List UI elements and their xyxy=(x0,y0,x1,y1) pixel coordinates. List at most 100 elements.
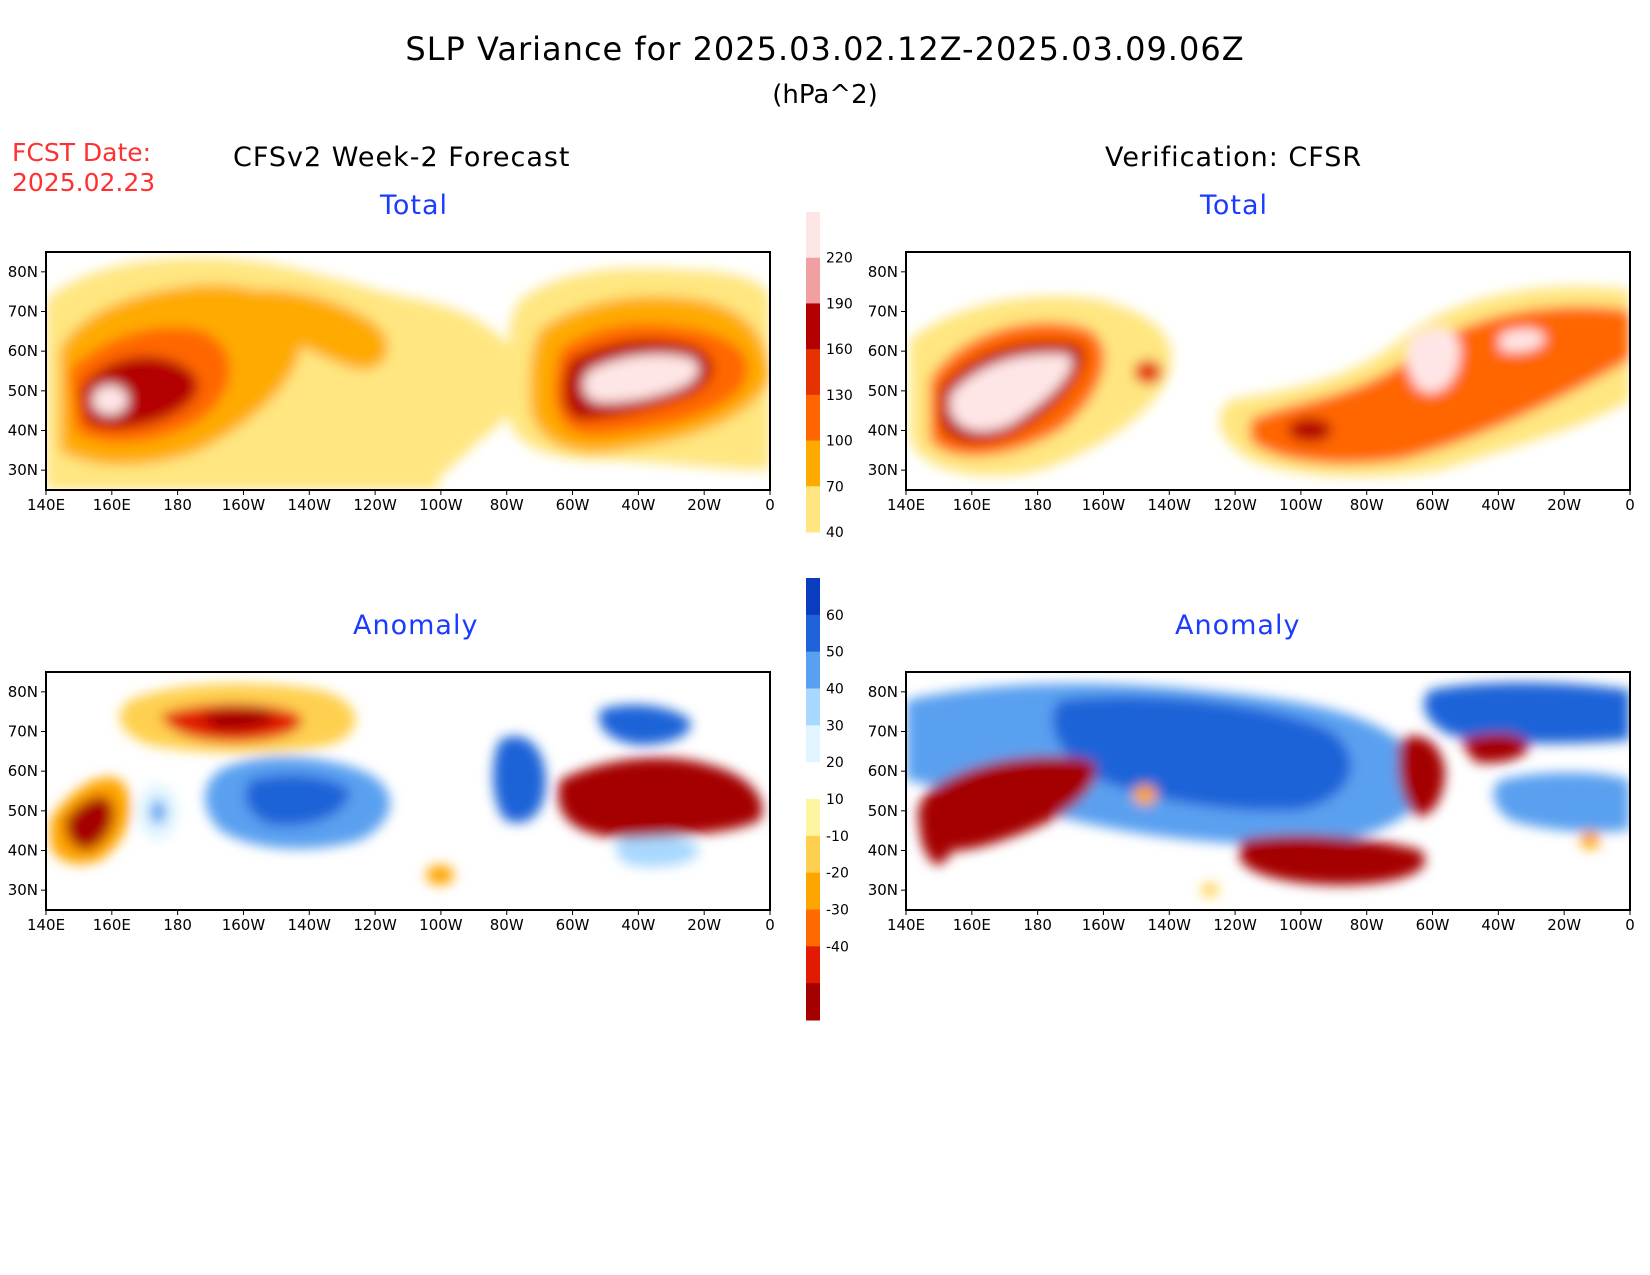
axis-layer: 140E 160E 180 160W 140W 120W 100W 80W 60W 40W 20W 0… xyxy=(8,263,1635,934)
total-colorbar-swatch xyxy=(806,349,820,396)
forecast-total-lon-label: 180 xyxy=(163,496,192,514)
verification-total-lat-label: 40N xyxy=(868,422,898,440)
anomaly-colorbar-level-label: -10 xyxy=(826,829,849,845)
anomaly-colorbar-swatch xyxy=(806,946,820,984)
forecast-total-lon-label: 120W xyxy=(353,496,397,514)
verification-total-lon-label: 140E xyxy=(887,496,925,514)
total-colorbar-level-label: 130 xyxy=(826,388,853,404)
anomaly-colorbar-level-label: 20 xyxy=(826,755,844,771)
verification-anomaly-map xyxy=(905,671,1631,911)
forecast-total-lon-label: 20W xyxy=(687,496,721,514)
forecast-anomaly-map xyxy=(45,671,771,911)
verification-total-lon-label: 160E xyxy=(953,496,991,514)
forecast-total-lon-label: 140E xyxy=(27,496,65,514)
verification-anomaly-lat-label: 30N xyxy=(868,881,898,899)
verification-total-map xyxy=(905,251,1631,491)
verification-anomaly-lon-label: 120W xyxy=(1213,916,1257,934)
verification-total-lat-label: 30N xyxy=(868,461,898,479)
colorbar-layer: 220 190 160 130 100 70 40 60 50 40 30 20 10 -10 -20 -30… xyxy=(806,212,853,1021)
verification-anomaly-lon-label: 140W xyxy=(1148,916,1192,934)
verification-anomaly-lon-label: 40W xyxy=(1481,916,1515,934)
verification-anomaly-lat-label: 70N xyxy=(868,723,898,741)
total-colorbar-swatch xyxy=(806,440,820,487)
verification-anomaly-lon-label: 180 xyxy=(1023,916,1052,934)
verification-total-lat-label: 50N xyxy=(868,382,898,400)
forecast-total-subtitle: Total xyxy=(380,190,449,221)
forecast-anomaly-lon-label: 180 xyxy=(163,916,192,934)
verification-total-lon-label: 100W xyxy=(1279,496,1323,514)
forecast-total-lat-label: 50N xyxy=(8,382,38,400)
verification-anomaly-lon-label: 140E xyxy=(887,916,925,934)
anomaly-colorbar-level-label: 60 xyxy=(826,608,844,624)
forecast-anomaly-lon-label: 60W xyxy=(556,916,590,934)
anomaly-colorbar-level-label: 30 xyxy=(826,718,844,734)
forecast-total-lat-label: 30N xyxy=(8,461,38,479)
forecast-anomaly-lat-label: 40N xyxy=(8,842,38,860)
forecast-total-lon-label: 100W xyxy=(419,496,463,514)
verification-total-lon-label: 0 xyxy=(1625,496,1635,514)
total-colorbar-level-label: 70 xyxy=(826,479,844,495)
total-colorbar-level-label: 220 xyxy=(826,251,853,267)
total-colorbar-swatch xyxy=(806,257,820,304)
verification-total-lon-label: 160W xyxy=(1082,496,1126,514)
forecast-total-lon-label: 40W xyxy=(621,496,655,514)
verification-total-lon-label: 20W xyxy=(1547,496,1581,514)
anomaly-colorbar-swatch xyxy=(806,614,820,653)
forecast-anomaly-lon-label: 140W xyxy=(288,916,332,934)
total-colorbar-level-label: 100 xyxy=(826,434,853,450)
verification-anomaly-lon-label: 20W xyxy=(1547,916,1581,934)
anomaly-colorbar-level-label: -40 xyxy=(826,939,849,955)
verification-total-lon-label: 60W xyxy=(1416,496,1450,514)
forecast-column-title: CFSv2 Week-2 Forecast xyxy=(233,142,571,173)
verification-anomaly-lon-label: 0 xyxy=(1625,916,1635,934)
forecast-anomaly-lon-label: 0 xyxy=(765,916,775,934)
forecast-anomaly-lat-label: 50N xyxy=(8,802,38,820)
fcst-date-label: FCST Date: xyxy=(12,138,152,167)
forecast-anomaly-lon-label: 160E xyxy=(93,916,131,934)
units-label: (hPa^2) xyxy=(772,80,878,110)
verification-anomaly-lat-label: 50N xyxy=(868,802,898,820)
verification-column-title: Verification: CFSR xyxy=(1105,142,1363,173)
anomaly-colorbar-swatch xyxy=(806,799,820,837)
total-colorbar-swatch xyxy=(806,212,820,259)
forecast-anomaly-lat-label: 60N xyxy=(8,762,38,780)
verification-anomaly-lon-label: 160E xyxy=(953,916,991,934)
verification-total-lon-label: 80W xyxy=(1350,496,1384,514)
anomaly-colorbar-level-label: 40 xyxy=(826,682,844,698)
forecast-total-map xyxy=(45,251,771,491)
forecast-anomaly-lon-label: 100W xyxy=(419,916,463,934)
forecast-anomaly-lon-label: 80W xyxy=(490,916,524,934)
verification-anomaly-lon-label: 100W xyxy=(1279,916,1323,934)
forecast-anomaly-lon-label: 20W xyxy=(687,916,721,934)
forecast-total-lon-label: 140W xyxy=(288,496,332,514)
forecast-total-lon-label: 80W xyxy=(490,496,524,514)
verification-anomaly-lat-label: 40N xyxy=(868,842,898,860)
total-colorbar-swatch xyxy=(806,303,820,350)
anomaly-colorbar-swatch xyxy=(806,578,820,616)
anomaly-colorbar-swatch xyxy=(806,835,820,874)
forecast-total-lon-label: 160W xyxy=(222,496,266,514)
forecast-total-lon-label: 160E xyxy=(93,496,131,514)
verification-total-lon-label: 180 xyxy=(1023,496,1052,514)
verification-total-lat-label: 80N xyxy=(868,263,898,281)
anomaly-colorbar-swatch xyxy=(806,762,820,800)
verification-anomaly-lon-label: 160W xyxy=(1082,916,1126,934)
verification-total-lon-label: 120W xyxy=(1213,496,1257,514)
verification-total-lat-label: 60N xyxy=(868,342,898,360)
anomaly-colorbar-level-label: 50 xyxy=(826,645,844,661)
verification-anomaly-lat-label: 80N xyxy=(868,683,898,701)
verification-anomaly-lon-label: 80W xyxy=(1350,916,1384,934)
verification-anomaly-subtitle: Anomaly xyxy=(1175,610,1301,641)
total-colorbar-level-label: 160 xyxy=(826,342,853,358)
anomaly-colorbar-swatch xyxy=(806,688,820,726)
main-title: SLP Variance for 2025.03.02.12Z-2025.03.… xyxy=(405,30,1245,68)
fcst-date-value: 2025.02.23 xyxy=(12,168,156,197)
forecast-anomaly-lat-label: 80N xyxy=(8,683,38,701)
total-colorbar-level-label: 190 xyxy=(826,296,853,312)
forecast-anomaly-lon-label: 120W xyxy=(353,916,397,934)
verification-total-lon-label: 140W xyxy=(1148,496,1192,514)
fcst-date: FCST Date: 2025.02.23 xyxy=(12,138,155,198)
anomaly-colorbar-swatch xyxy=(806,651,820,689)
forecast-anomaly-lat-label: 70N xyxy=(8,723,38,741)
forecast-total-lat-label: 80N xyxy=(8,263,38,281)
